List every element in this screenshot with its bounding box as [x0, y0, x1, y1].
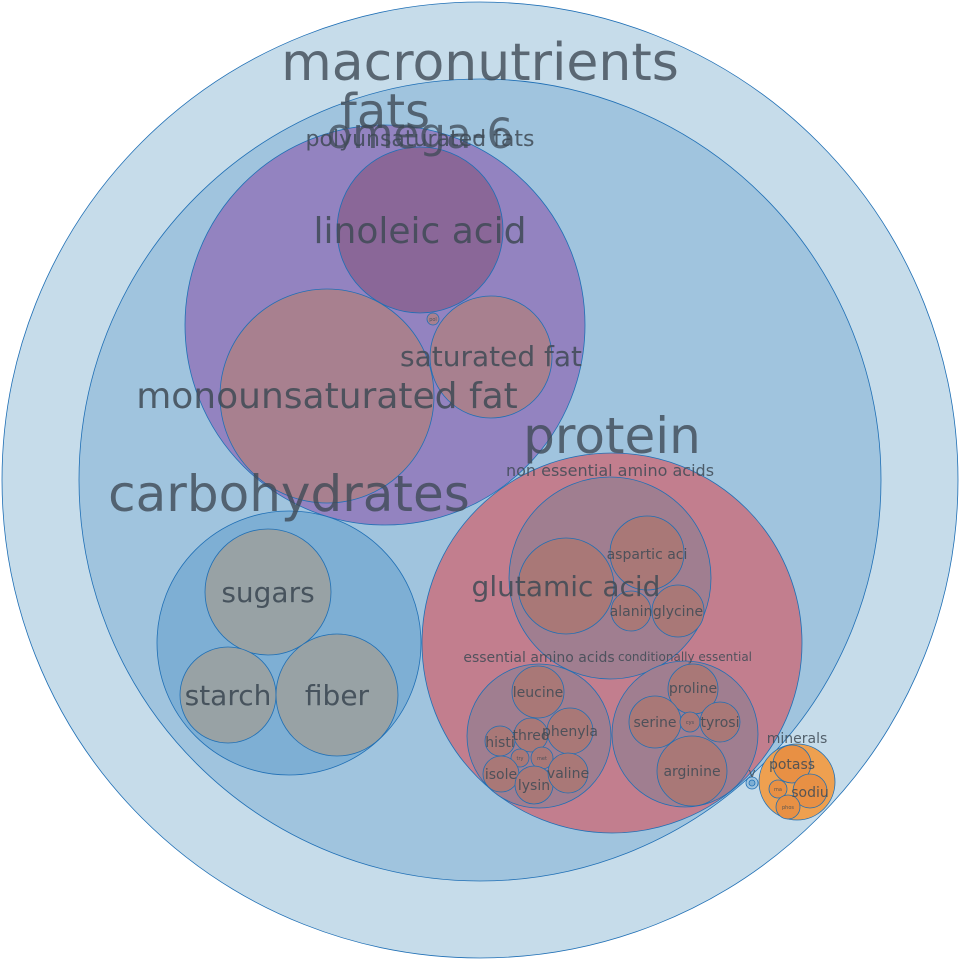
conditionally-essential-label: conditionally essential — [618, 650, 752, 664]
arginine-label: arginine — [663, 764, 720, 780]
sugars-circle[interactable] — [204, 528, 332, 656]
tryptophan-label: try — [517, 756, 524, 762]
serine-label: serine — [633, 715, 676, 731]
essential-amino-acids-label: essential amino acids — [463, 650, 614, 666]
glutamic-acid-label: glutamic acid — [472, 570, 661, 603]
magnesium-circle[interactable] — [768, 779, 788, 799]
fiber-circle[interactable] — [275, 633, 399, 757]
potassium-label: potass — [769, 757, 815, 773]
threonine-label: threo — [513, 728, 550, 744]
valine-circle[interactable] — [547, 752, 589, 794]
non-essential-amino-acids-label: non essential amino acids — [506, 461, 714, 480]
protein-label: protein — [523, 407, 701, 465]
tryptophan-circle[interactable] — [510, 748, 530, 768]
fats-label: fats — [340, 84, 430, 140]
fat-tiny-circle[interactable] — [426, 312, 440, 326]
glycine-circle[interactable] — [651, 584, 705, 638]
macronutrients-label: macronutrients — [281, 33, 679, 93]
phenylalanine-label: phenyla — [542, 724, 598, 740]
sodium-circle[interactable] — [792, 773, 828, 809]
histidine-label: histi — [485, 735, 514, 751]
vitamins-label: v — [748, 766, 755, 780]
arginine-circle[interactable] — [656, 735, 728, 807]
fat-tiny-label: pol — [429, 317, 437, 323]
sodium-label: sodiu — [791, 785, 829, 801]
vitamins-inner-circle[interactable] — [748, 779, 756, 787]
aspartic-acid-label: aspartic aci — [607, 547, 688, 563]
tyrosine-label: tyrosi — [701, 715, 740, 731]
tyrosine-circle[interactable] — [699, 701, 741, 743]
labels: macronutrients fats omega-6 polyunsatura… — [108, 33, 829, 811]
monounsaturated-fat-circle[interactable] — [219, 288, 435, 504]
polyunsaturated-fats-circle[interactable] — [336, 146, 504, 314]
starch-label: starch — [185, 679, 272, 712]
leucine-label: leucine — [513, 685, 563, 701]
alanine-circle[interactable] — [610, 590, 652, 632]
minerals-label: minerals — [767, 731, 828, 747]
alanine-label: alanin — [610, 604, 653, 620]
valine-label: valine — [547, 766, 589, 782]
linoleic-acid-label: linoleic acid — [314, 211, 527, 252]
potassium-circle[interactable] — [772, 744, 812, 784]
aspartic-acid-circle[interactable] — [609, 515, 685, 591]
carbohydrates-label: carbohydrates — [108, 465, 470, 523]
proline-label: proline — [669, 681, 717, 697]
magnesium-label: ma — [774, 787, 782, 793]
leucine-circle[interactable] — [511, 665, 565, 719]
methionine-label: met — [537, 756, 547, 762]
polyunsaturated-fats-label: polyunsaturated fats — [306, 127, 535, 152]
phosphorus-circle[interactable] — [775, 794, 801, 820]
glutamic-acid-circle[interactable] — [517, 537, 615, 635]
saturated-fat-circle[interactable] — [429, 295, 553, 419]
omega-6-label: omega-6 — [327, 109, 514, 158]
lysine-label: lysin — [518, 778, 550, 794]
glycine-label: glycine — [653, 604, 703, 620]
sugars-label: sugars — [221, 576, 314, 609]
saturated-fat-label: saturated fat — [400, 340, 582, 373]
cysteine-label: cys — [686, 720, 695, 726]
fiber-label: fiber — [305, 679, 370, 712]
phosphorus-label: phos — [782, 805, 794, 811]
isoleucine-label: isole — [485, 767, 517, 783]
monounsaturated-fat-label: monounsaturated fat — [136, 376, 518, 417]
